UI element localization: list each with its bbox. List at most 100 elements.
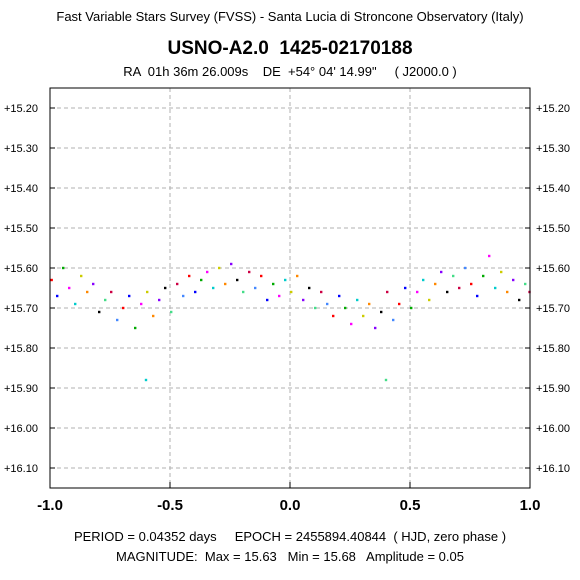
ytick-label-right: +15.30: [536, 143, 570, 155]
data-point: [374, 326, 377, 330]
data-point: [62, 266, 65, 270]
data-point: [56, 294, 59, 298]
data-point: [476, 294, 479, 298]
coordinates-subtitle: RA 01h 36m 26.009s DE +54° 04' 14.99" ( …: [123, 64, 457, 79]
data-point: [422, 278, 425, 282]
data-point: [320, 290, 323, 294]
ytick-label-right: +15.60: [536, 263, 570, 275]
xtick-label: -1.0: [37, 497, 63, 514]
data-point: [206, 270, 209, 274]
data-point: [158, 298, 161, 302]
data-point: [308, 286, 311, 290]
data-point: [464, 266, 467, 270]
data-point: [290, 290, 293, 294]
ytick-label-left: +15.30: [4, 143, 38, 155]
data-point: [384, 378, 388, 382]
data-point: [362, 314, 365, 318]
data-point: [74, 302, 77, 306]
data-point: [242, 290, 245, 294]
data-point: [278, 294, 281, 298]
data-point: [170, 310, 173, 314]
data-point: [380, 310, 383, 314]
data-point: [494, 286, 497, 290]
ytick-label-left: +16.00: [4, 423, 38, 435]
ytick-label-right: +15.40: [536, 183, 570, 195]
data-point: [176, 282, 179, 286]
data-point: [146, 290, 149, 294]
data-point: [134, 326, 137, 330]
data-point: [144, 378, 148, 382]
ytick-label-left: +15.60: [4, 263, 38, 275]
xtick-label: -0.5: [157, 497, 183, 514]
ytick-label-right: +16.10: [536, 463, 570, 475]
data-point: [386, 290, 389, 294]
data-point: [482, 274, 485, 278]
ytick-label-left: +16.10: [4, 463, 38, 475]
chart-title: USNO-A2.0 1425-02170188: [167, 38, 413, 59]
data-point: [272, 282, 275, 286]
data-point: [140, 302, 143, 306]
data-point: [458, 286, 461, 290]
data-point: [356, 298, 359, 302]
data-point: [506, 290, 509, 294]
data-point: [518, 298, 521, 302]
ytick-label-right: +15.70: [536, 303, 570, 315]
data-point: [224, 282, 227, 286]
data-point: [398, 302, 401, 306]
data-point: [368, 302, 371, 306]
data-points: [50, 254, 531, 382]
data-point: [200, 278, 203, 282]
data-point: [302, 298, 305, 302]
data-point: [92, 282, 95, 286]
ytick-label-right: +16.00: [536, 423, 570, 435]
xtick-label: 0.5: [400, 497, 421, 514]
data-point: [392, 318, 395, 322]
ytick-label-left: +15.70: [4, 303, 38, 315]
data-point: [266, 298, 269, 302]
data-point: [416, 290, 419, 294]
data-point: [218, 266, 221, 270]
data-point: [212, 286, 215, 290]
data-point: [50, 278, 53, 282]
data-point: [332, 314, 335, 318]
data-point: [128, 294, 131, 298]
data-point: [164, 286, 167, 290]
data-point: [344, 306, 347, 310]
period-epoch-info: PERIOD = 0.04352 days EPOCH = 2455894.40…: [73, 529, 507, 544]
data-point: [236, 278, 239, 282]
data-point: [314, 306, 317, 310]
data-point: [524, 282, 527, 286]
data-point: [488, 254, 491, 258]
ytick-label-right: +15.90: [536, 383, 570, 395]
ytick-label-left: +15.90: [4, 383, 38, 395]
data-point: [122, 306, 125, 310]
data-point: [428, 298, 431, 302]
data-point: [512, 278, 515, 282]
data-point: [152, 314, 155, 318]
grid: [50, 88, 530, 488]
data-point: [230, 262, 233, 266]
ytick-label-left: +15.40: [4, 183, 38, 195]
data-point: [404, 286, 407, 290]
xtick-label: 1.0: [520, 497, 541, 514]
data-point: [194, 290, 197, 294]
data-point: [338, 294, 341, 298]
ytick-label-left: +15.50: [4, 223, 38, 235]
data-point: [440, 270, 443, 274]
data-point: [86, 290, 89, 294]
ytick-label-left: +15.20: [4, 103, 38, 115]
data-point: [350, 322, 353, 326]
data-point: [116, 318, 119, 322]
xtick-label: 0.0: [280, 497, 301, 514]
data-point: [470, 282, 473, 286]
data-point: [188, 274, 191, 278]
data-point: [434, 282, 437, 286]
data-point: [446, 290, 449, 294]
data-point: [410, 306, 413, 310]
data-point: [248, 270, 251, 274]
data-point: [500, 270, 503, 274]
data-point: [68, 286, 71, 290]
data-point: [254, 286, 257, 290]
ytick-label-right: +15.50: [536, 223, 570, 235]
data-point: [98, 310, 101, 314]
